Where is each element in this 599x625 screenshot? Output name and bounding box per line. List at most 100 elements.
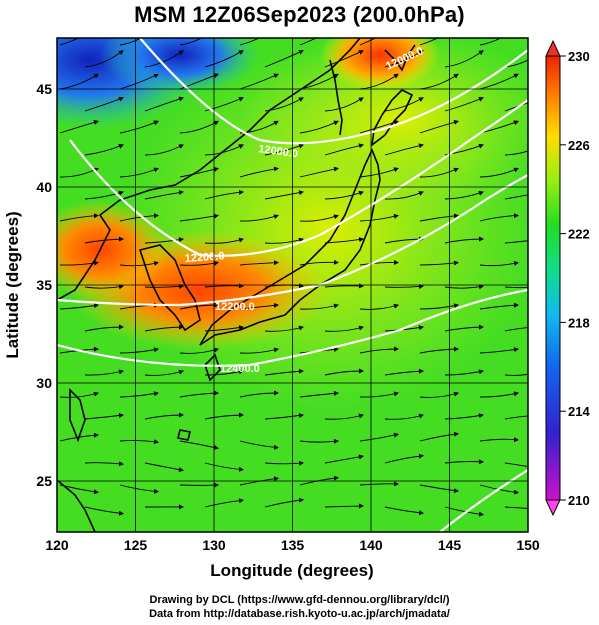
streamline <box>204 97 244 112</box>
streamline <box>84 413 124 420</box>
streamline <box>179 302 219 310</box>
streamline <box>479 437 519 443</box>
streamline <box>324 143 364 156</box>
streamline <box>324 50 364 68</box>
streamline <box>84 461 124 467</box>
streamline <box>504 194 528 200</box>
streamline <box>144 237 184 244</box>
streamline <box>504 240 528 244</box>
streamline <box>419 391 459 398</box>
streamline <box>204 50 244 68</box>
credit-data: Data from http://database.rish.kyoto-u.a… <box>149 608 450 620</box>
streamline <box>239 440 279 450</box>
colorbar-max-arrow <box>545 39 561 57</box>
streamline <box>419 260 459 266</box>
streamline <box>204 189 244 200</box>
streamline <box>144 50 184 68</box>
streamline <box>144 144 184 156</box>
streamline <box>324 503 364 509</box>
streamline <box>479 73 519 90</box>
colorbar-label: 226 <box>568 138 590 153</box>
streamline <box>384 325 424 332</box>
colorbar: 230 226 222 218 214 210 <box>545 39 590 517</box>
y-axis-label: Latitude (degrees) <box>3 211 22 358</box>
streamline <box>119 347 159 354</box>
streamline <box>239 73 279 90</box>
streamline <box>144 324 184 332</box>
streamline <box>504 462 528 467</box>
streamline <box>119 439 159 445</box>
plot-frame <box>56 37 529 533</box>
streamline <box>444 50 484 68</box>
streamline <box>84 284 124 290</box>
streamline <box>359 303 399 310</box>
streamline <box>479 261 519 267</box>
streamline <box>504 373 528 376</box>
streamline <box>59 391 99 398</box>
streamline <box>264 50 304 68</box>
streamline <box>264 413 304 420</box>
streamline <box>444 324 484 332</box>
y-tick-label: 35 <box>36 277 52 293</box>
streamline <box>384 506 424 516</box>
streamline <box>264 325 304 332</box>
streamline <box>359 346 399 354</box>
streamline <box>239 166 279 178</box>
streamline <box>444 284 484 290</box>
streamline <box>59 303 99 310</box>
credit-drawing: Drawing by DCL (https://www.gfd-dennou.o… <box>149 594 450 606</box>
contour-labels: 12000.0 12200.0 12200.0 12400.0 12000.0 <box>184 45 425 375</box>
y-tick-label: 25 <box>36 473 52 489</box>
streamline <box>84 96 124 112</box>
streamline <box>84 369 124 376</box>
streamline <box>419 431 459 442</box>
streamline <box>299 475 339 486</box>
y-tick-label: 30 <box>36 375 52 391</box>
colorbar-label: 214 <box>568 404 590 419</box>
streamline <box>179 440 219 450</box>
streamline <box>204 412 244 420</box>
contour-label-2: 12200.0 <box>184 250 225 265</box>
streamline <box>119 167 159 178</box>
streamline <box>479 302 519 310</box>
streamline <box>119 73 159 90</box>
streamline <box>179 73 219 90</box>
streamline <box>299 390 339 398</box>
streamline <box>179 260 219 266</box>
x-axis-ticks: 120 125 130 135 140 145 150 <box>45 537 540 553</box>
streamline <box>179 166 219 178</box>
streamline <box>384 50 424 68</box>
streamline <box>264 368 304 376</box>
streamline <box>144 369 184 376</box>
streamline <box>419 303 459 310</box>
x-tick-label: 140 <box>359 537 383 553</box>
streamline <box>504 150 528 156</box>
x-tick-label: 150 <box>516 537 540 553</box>
colorbar-label: 210 <box>568 493 590 508</box>
streamline <box>444 369 484 376</box>
streamline <box>444 413 484 420</box>
streamline <box>359 214 399 222</box>
streamline <box>179 390 219 398</box>
streamline <box>84 506 124 516</box>
streamline <box>419 73 459 90</box>
streamline <box>359 481 399 487</box>
streamline <box>119 484 159 494</box>
streamline <box>299 259 339 266</box>
streamline <box>504 102 528 112</box>
streamline <box>444 459 484 465</box>
streamline <box>264 190 304 200</box>
contour-label-1: 12000.0 <box>258 143 299 160</box>
streamline <box>479 347 519 354</box>
streamline <box>119 213 159 222</box>
streamline <box>419 119 459 134</box>
streamline <box>419 484 459 494</box>
streamline <box>479 167 519 178</box>
streamline <box>359 432 399 442</box>
colorbar-min-arrow <box>545 499 561 517</box>
x-tick-label: 125 <box>124 537 148 553</box>
streamline <box>324 413 364 420</box>
streamline <box>444 190 484 200</box>
streamline <box>119 38 143 46</box>
